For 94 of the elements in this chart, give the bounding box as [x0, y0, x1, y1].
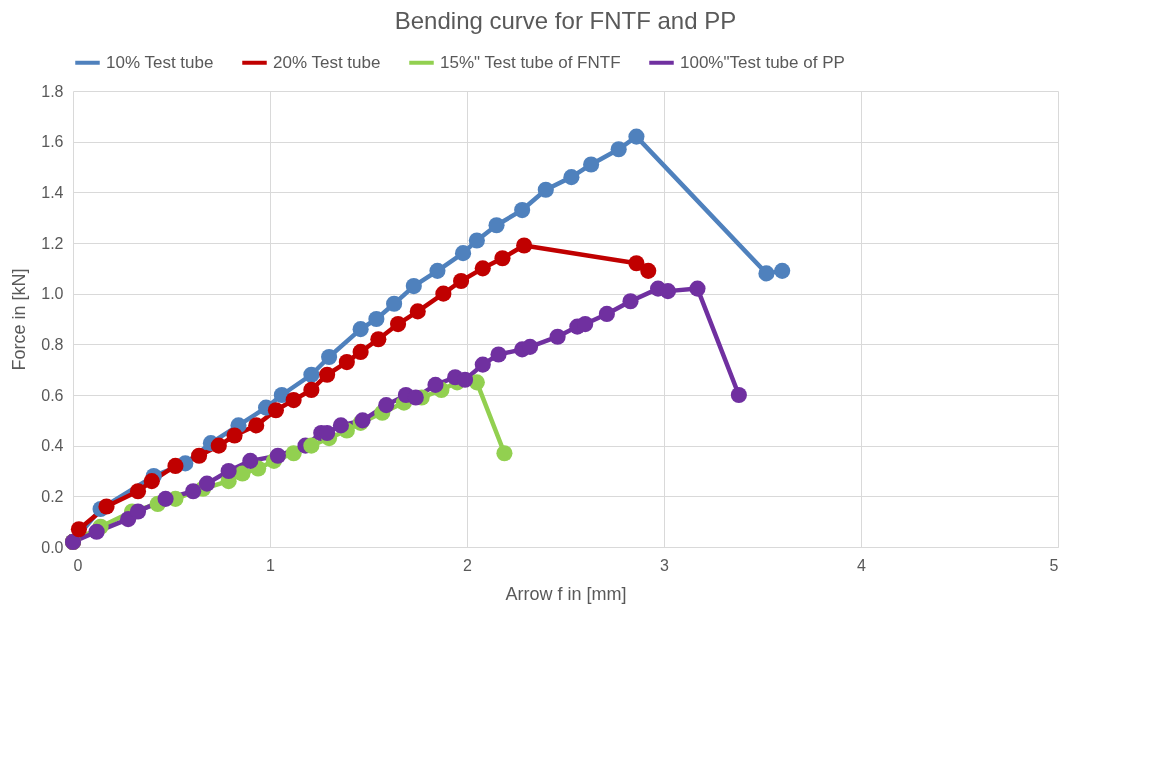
point	[332, 417, 349, 434]
point	[389, 316, 407, 333]
point	[248, 417, 265, 434]
point	[521, 338, 539, 355]
point	[583, 156, 600, 173]
y-tick-label: 0.2	[41, 487, 64, 505]
point	[474, 260, 491, 277]
legend-label: 20% Test tube	[273, 52, 381, 72]
point	[70, 521, 87, 538]
point	[319, 366, 336, 383]
y-tick-label: 1.0	[41, 285, 64, 303]
x-tick-label: 2	[463, 556, 473, 574]
y-axis-title: Force in [kN]	[9, 268, 30, 371]
point	[435, 285, 452, 302]
point	[628, 255, 645, 272]
y-tick-label: 0.6	[41, 386, 64, 404]
x-tick-label: 3	[660, 556, 670, 574]
point	[267, 402, 284, 419]
y-tick-label: 1.8	[41, 82, 64, 100]
point	[427, 376, 444, 393]
x-tick-label: 5	[1049, 556, 1059, 574]
point	[303, 381, 320, 398]
point	[409, 303, 426, 320]
point	[774, 262, 791, 279]
point	[167, 457, 184, 474]
y-tick-label: 0.4	[41, 437, 64, 455]
point	[496, 445, 513, 462]
x-tick-label: 4	[857, 556, 867, 574]
point	[220, 462, 237, 480]
point	[352, 321, 369, 338]
x-tick-label: 1	[266, 556, 276, 574]
point	[405, 278, 422, 295]
point	[210, 437, 227, 454]
point	[474, 356, 491, 373]
point	[226, 427, 243, 444]
point	[88, 523, 105, 540]
point	[622, 293, 639, 310]
point	[285, 392, 302, 409]
point	[730, 386, 747, 404]
point	[563, 169, 580, 186]
point	[598, 305, 615, 322]
point	[269, 447, 286, 464]
point	[370, 331, 387, 348]
point	[378, 397, 395, 414]
point	[516, 237, 533, 254]
point	[129, 483, 147, 500]
x-tick-label: 0	[73, 556, 83, 574]
point	[640, 262, 657, 279]
point	[234, 465, 251, 482]
point	[488, 217, 505, 234]
point	[628, 128, 645, 145]
point	[98, 498, 115, 515]
chart-title: Bending curve for FNTF and PP	[394, 7, 737, 34]
point	[689, 280, 706, 297]
point	[303, 437, 320, 454]
point	[407, 389, 424, 406]
legend-label: 100%"Test tube of PP	[680, 52, 845, 72]
point	[429, 262, 446, 279]
y-tick-label: 0.8	[41, 335, 64, 353]
point	[285, 445, 302, 462]
point	[758, 265, 775, 282]
point	[456, 371, 474, 388]
point	[514, 202, 531, 219]
point	[321, 348, 338, 366]
legend-label: 10% Test tube	[106, 52, 214, 72]
point	[386, 295, 403, 312]
point	[368, 310, 385, 328]
point	[537, 181, 554, 198]
point	[610, 141, 627, 158]
point	[129, 503, 147, 520]
y-tick-label: 1.4	[41, 183, 64, 201]
point	[191, 447, 208, 464]
point	[185, 483, 202, 500]
y-tick-label: 1.2	[41, 234, 64, 252]
point	[319, 424, 336, 442]
point	[494, 250, 511, 267]
legend-label: 15%" Test tube of FNTF	[440, 52, 621, 72]
point	[352, 343, 369, 360]
point	[577, 316, 594, 333]
point	[490, 346, 507, 363]
point	[549, 328, 566, 345]
point	[338, 354, 355, 371]
point	[303, 366, 320, 383]
point	[659, 283, 676, 300]
point	[143, 473, 160, 490]
point	[198, 475, 216, 492]
point	[455, 245, 472, 262]
point	[157, 490, 174, 507]
y-tick-label: 0.0	[41, 538, 64, 556]
point	[468, 232, 485, 249]
point	[242, 452, 259, 469]
point	[453, 272, 470, 290]
x-axis-title: Arrow f in [mm]	[505, 583, 627, 604]
y-tick-label: 1.6	[41, 133, 64, 151]
